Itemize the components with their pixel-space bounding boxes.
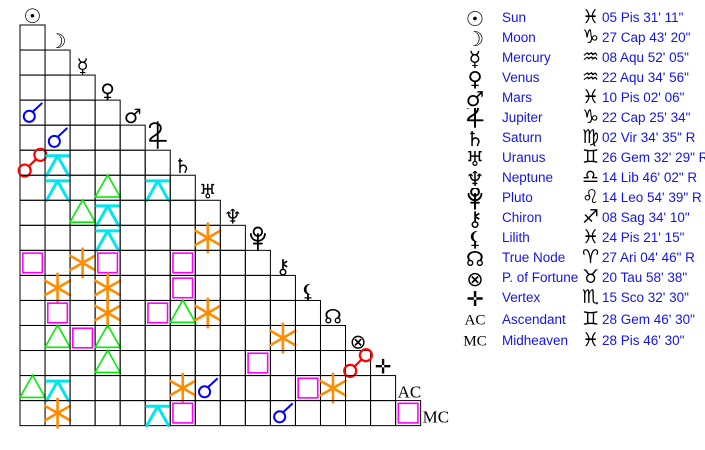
svg-text:⚸: ⚸ bbox=[301, 279, 316, 303]
svg-text:♂: ♂ bbox=[466, 88, 484, 110]
svg-text:⊗: ⊗ bbox=[350, 330, 367, 354]
svg-text:♆: ♆ bbox=[466, 168, 484, 190]
svg-text:☉: ☉ bbox=[24, 4, 42, 28]
svg-text:AC: AC bbox=[398, 383, 422, 402]
svg-text:☿: ☿ bbox=[76, 54, 88, 78]
svg-text:☽: ☽ bbox=[49, 29, 67, 53]
svg-text:☊: ☊ bbox=[466, 248, 484, 270]
svg-text:⚸: ⚸ bbox=[467, 228, 482, 250]
svg-text:♀: ♀ bbox=[467, 68, 482, 90]
svg-text:✛: ✛ bbox=[466, 288, 483, 310]
svg-text:☿: ☿ bbox=[469, 48, 482, 70]
svg-text:MC: MC bbox=[463, 332, 487, 349]
svg-text:⚷: ⚷ bbox=[467, 208, 482, 230]
svg-text:♅: ♅ bbox=[199, 179, 217, 203]
svg-text:♂: ♂ bbox=[124, 104, 142, 128]
svg-text:♆: ♆ bbox=[224, 204, 242, 228]
svg-text:♄: ♄ bbox=[466, 128, 484, 150]
svg-text:AC: AC bbox=[464, 311, 485, 328]
svg-text:⚷: ⚷ bbox=[276, 254, 291, 278]
svg-text:☉: ☉ bbox=[466, 8, 484, 30]
svg-text:☽: ☽ bbox=[466, 28, 484, 50]
svg-text:MC: MC bbox=[423, 408, 449, 427]
svg-text:✛: ✛ bbox=[375, 355, 392, 379]
svg-text:♀: ♀ bbox=[100, 79, 115, 103]
svg-text:♄: ♄ bbox=[174, 154, 192, 178]
svg-text:☊: ☊ bbox=[324, 304, 342, 328]
svg-text:♅: ♅ bbox=[466, 148, 484, 170]
svg-text:⊗: ⊗ bbox=[466, 268, 483, 290]
